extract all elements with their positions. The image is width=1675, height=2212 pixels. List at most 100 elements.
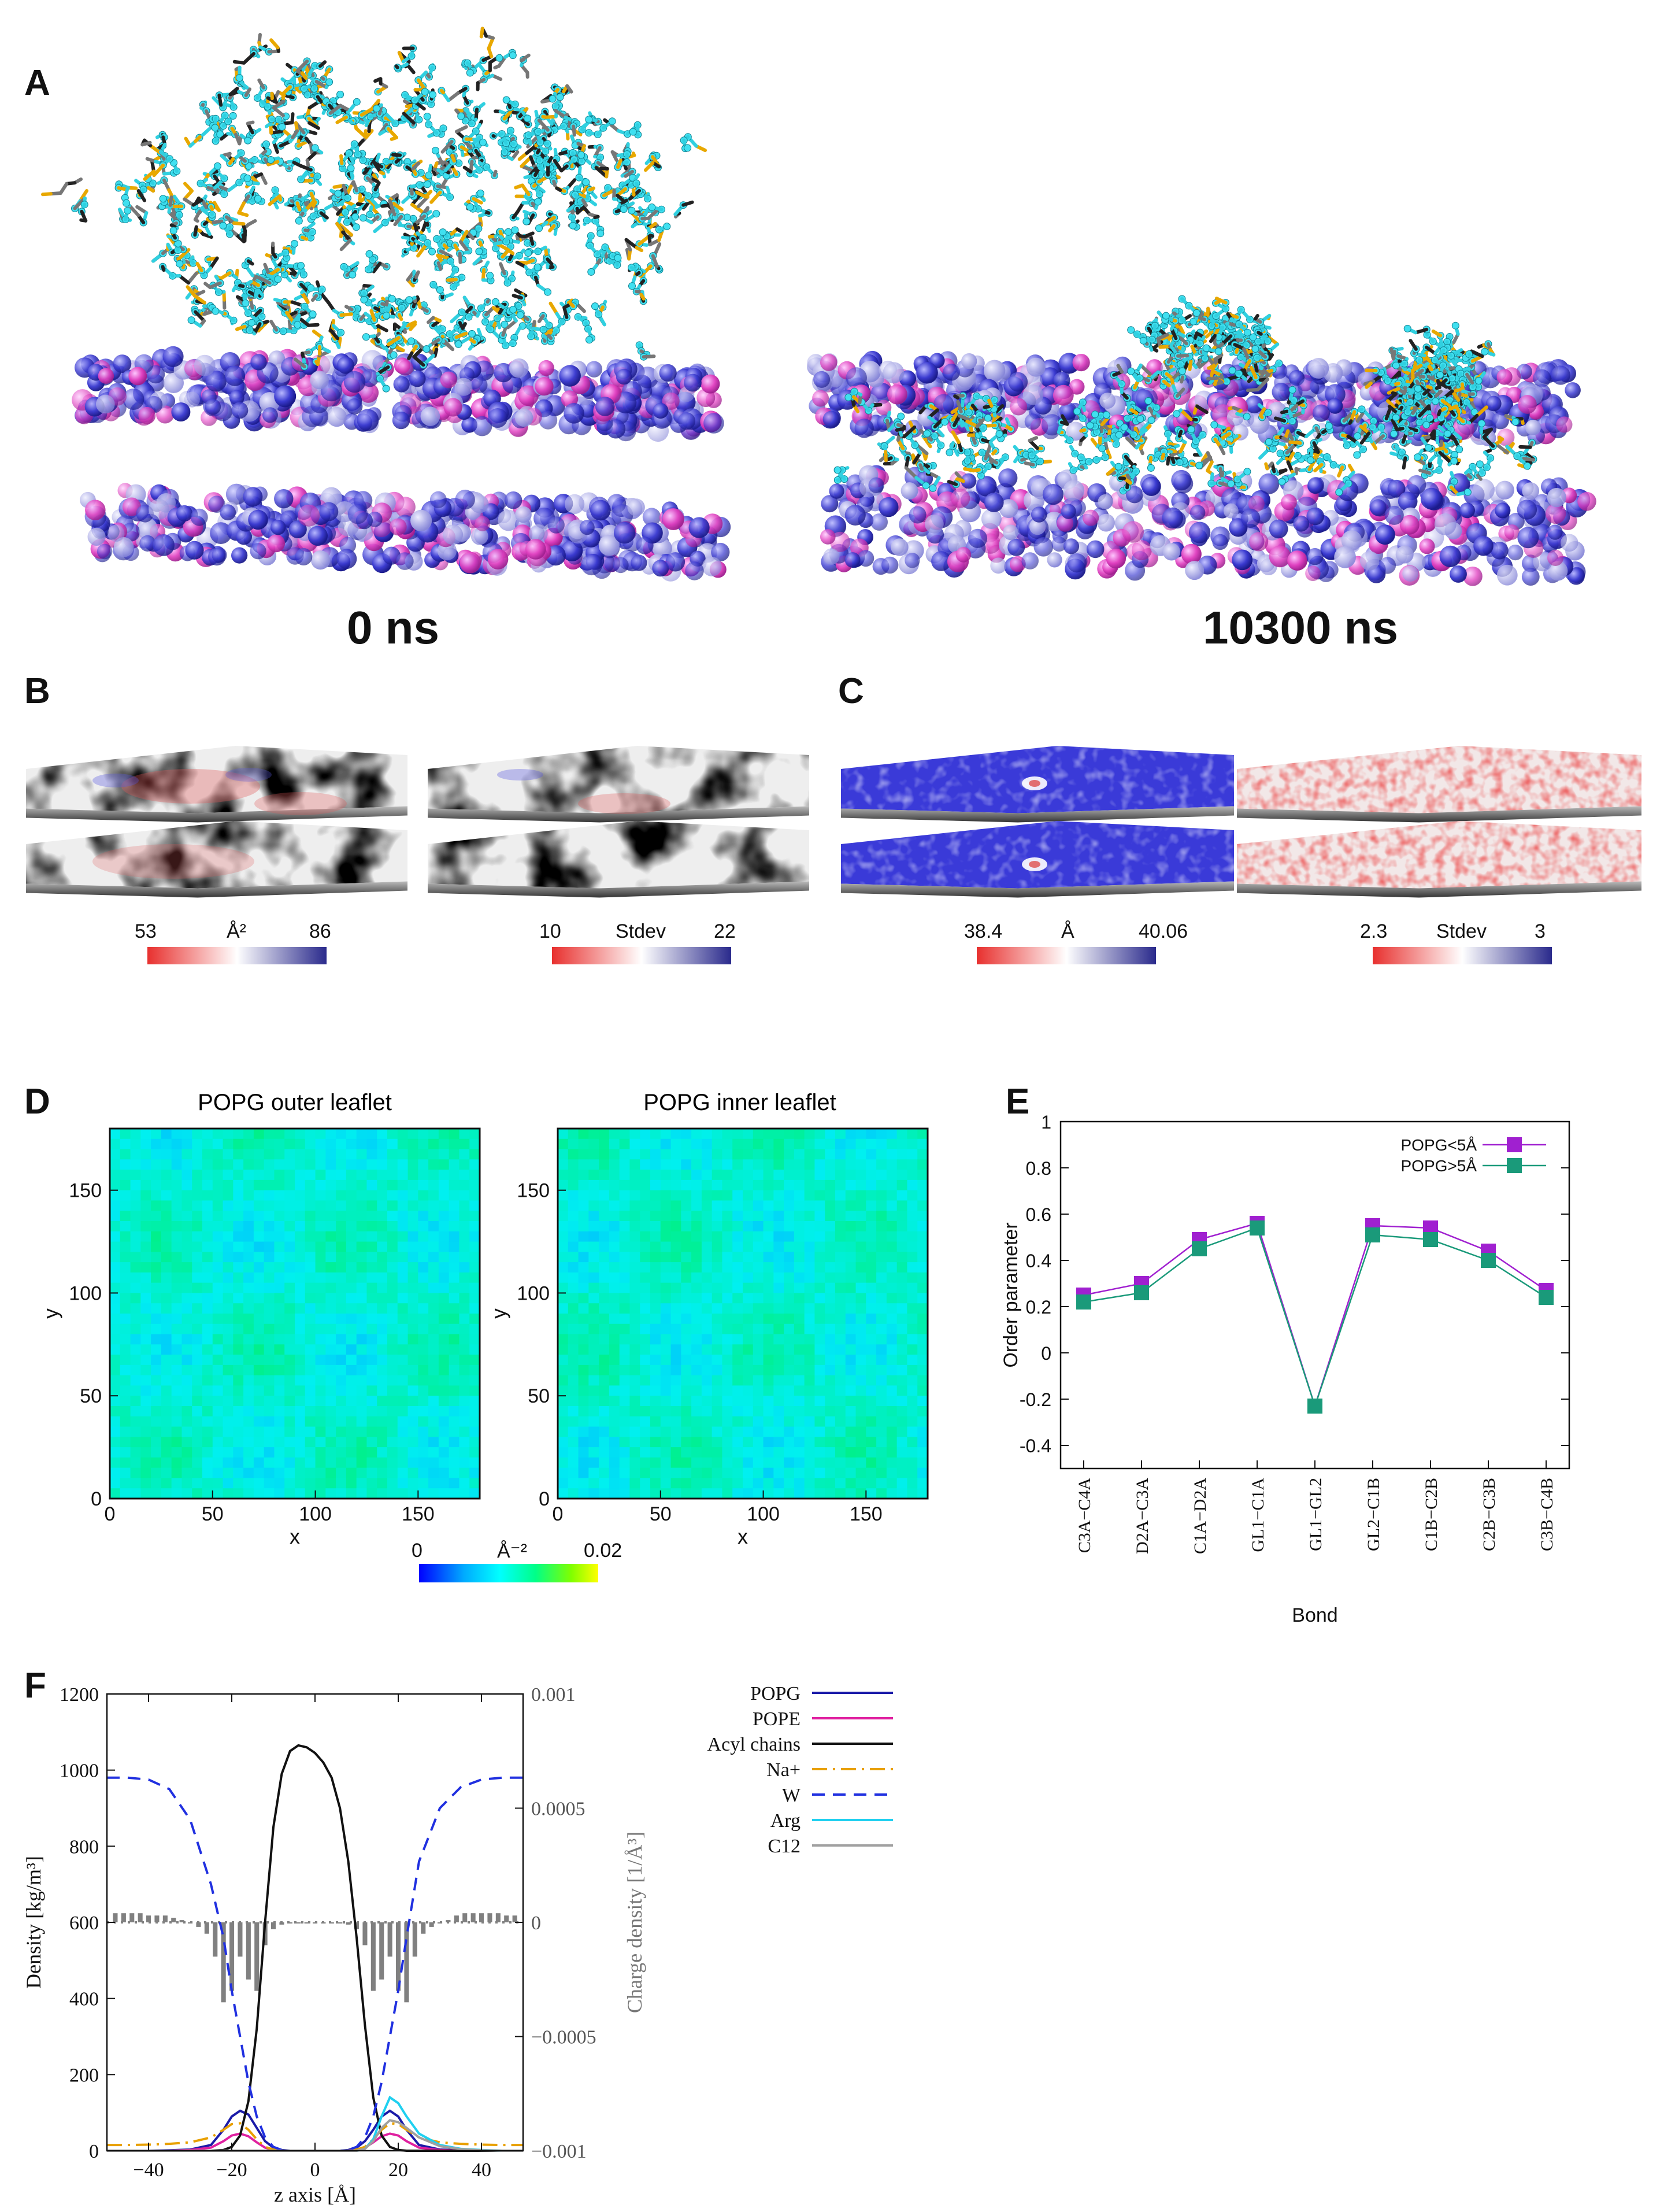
lipid-bead — [1072, 354, 1090, 372]
peptide-atom — [360, 295, 368, 304]
peptide-atom — [211, 124, 219, 132]
peptide-atom — [278, 123, 286, 131]
peptide-atom — [244, 136, 252, 145]
peptide-atom — [373, 105, 381, 113]
lipid-bead — [652, 538, 672, 558]
peptide-bond — [572, 124, 576, 137]
lipid-bead — [1029, 518, 1046, 535]
lipid-bead — [1063, 480, 1085, 501]
peptide-atom — [235, 74, 243, 82]
peptide-bond — [237, 211, 249, 217]
lipid-bead — [844, 505, 866, 526]
lipid-bead — [210, 522, 232, 544]
peptide-atom — [347, 164, 355, 172]
lipid-bead — [1491, 542, 1509, 560]
lipid-bead — [565, 494, 585, 515]
peptide-atom — [432, 146, 439, 154]
lipid-bead — [1272, 383, 1291, 401]
lipid-bead — [327, 406, 347, 427]
lipid-bead — [1122, 521, 1144, 543]
peptide-bond — [514, 183, 524, 190]
lipid-bead — [357, 409, 379, 431]
lipid-bead — [1287, 550, 1308, 571]
peptide-atom — [353, 98, 361, 106]
leaflet-a-top — [72, 346, 724, 442]
lipid-bead — [820, 529, 836, 545]
peptide-atom — [297, 262, 305, 269]
peptide-atom — [267, 156, 275, 164]
lipid-bead — [968, 528, 988, 548]
peptide-atom — [176, 260, 184, 268]
lipid-bead — [1547, 549, 1564, 567]
lipid-bead — [1189, 505, 1206, 520]
lipid-bead — [310, 550, 331, 570]
peptide-bond — [520, 53, 531, 62]
lipid-bead — [652, 560, 669, 577]
lipid-bead — [822, 410, 840, 428]
lipid-bead — [1142, 476, 1161, 496]
lipid-bead — [113, 354, 132, 373]
lipid-bead — [812, 390, 829, 407]
peptide-bond — [212, 219, 224, 224]
lipid-bead — [1547, 524, 1563, 540]
peptide-atom — [169, 227, 177, 235]
peptide-atom — [429, 91, 437, 99]
peptide-bond — [232, 221, 246, 226]
lipid-bead — [1053, 372, 1070, 389]
lipid-bead — [1547, 487, 1566, 508]
peptide-atom — [388, 295, 396, 303]
peptide-bond — [427, 316, 435, 324]
lipid-bead — [684, 373, 702, 392]
peptide-bond — [301, 235, 309, 241]
lipid-bead — [1306, 548, 1324, 565]
peptide-bond — [479, 27, 484, 39]
lipid-bead — [108, 524, 125, 542]
lipid-bead — [138, 521, 158, 541]
peptide-atom — [454, 340, 462, 348]
lipid-bead — [905, 553, 920, 568]
peptide-bond — [1206, 376, 1219, 380]
lipid-bead — [1359, 551, 1380, 571]
peptide-atom — [509, 51, 517, 60]
lipid-bead — [1485, 395, 1502, 412]
peptide-atom — [476, 189, 484, 197]
peptide-bond — [433, 347, 439, 358]
peptide-atom — [516, 311, 524, 319]
peptide-atom — [457, 112, 465, 120]
lipid-bead — [1232, 549, 1253, 571]
peptide-atom — [242, 299, 250, 307]
lipid-bead — [97, 543, 113, 560]
lipid-bead — [236, 528, 252, 545]
lipid-bead — [857, 550, 874, 567]
lipid-bead — [829, 483, 844, 499]
peptide-atom — [502, 96, 510, 104]
lipid-bead — [1495, 480, 1514, 500]
lipid-bead — [1241, 508, 1261, 528]
peptide-atom — [334, 190, 342, 198]
peptide-bond — [161, 265, 166, 272]
lipid-bead — [1517, 500, 1537, 520]
lipid-bead — [454, 378, 473, 396]
lipid-bead — [1269, 545, 1291, 568]
lipid-bead — [1518, 395, 1537, 414]
peptide-bond — [492, 169, 498, 177]
lipid-bead — [225, 483, 247, 505]
lipid-bead — [1522, 482, 1540, 500]
lipid-bead — [1258, 473, 1280, 494]
leaflet-b-bottom — [820, 465, 1596, 586]
lipid-bead — [1561, 534, 1578, 552]
peptide-bond — [391, 208, 396, 217]
lipid-bead — [1521, 568, 1540, 586]
lipid-bead — [288, 520, 307, 539]
lipid-bead — [1008, 372, 1028, 392]
lipid-bead — [1496, 564, 1518, 586]
peptide-bond — [339, 154, 344, 165]
lipid-bead — [1047, 552, 1062, 568]
lipid-bead — [539, 410, 558, 430]
lipid-bead — [346, 398, 363, 415]
lipid-bead — [1308, 358, 1329, 379]
lipid-bead — [443, 398, 462, 417]
lipid-bead — [504, 491, 522, 509]
peptide-atom — [608, 117, 616, 125]
lipid-bead — [347, 504, 368, 524]
